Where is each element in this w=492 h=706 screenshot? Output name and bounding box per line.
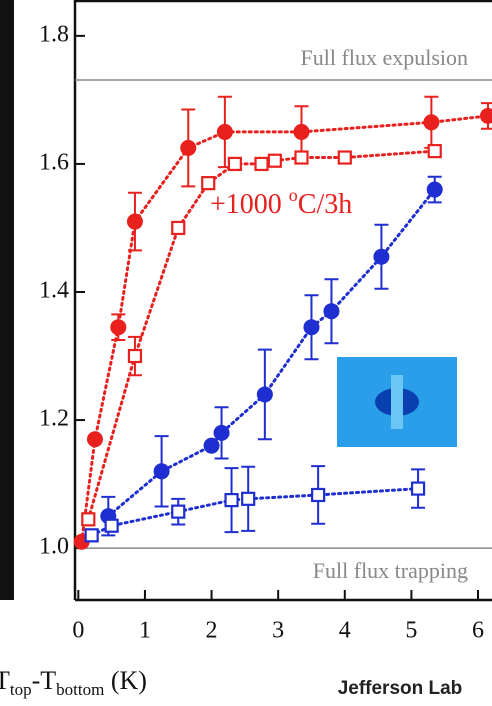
x-tick-label: 6 [472,618,484,644]
point [311,487,326,503]
x-tick-label: 5 [405,618,417,644]
annotation-part: o [289,185,298,205]
inset-image [337,357,457,447]
point [267,153,282,168]
point [294,150,309,165]
point [293,123,310,140]
y-tick-label: 1.8 [39,21,69,47]
point [410,481,426,496]
logo: Jefferson Lab [338,678,463,699]
x-tick-label: 4 [339,618,351,644]
adjacent-panel-edge [0,0,14,600]
y-tick-label: 1.0 [39,534,69,560]
annotation: +1000 oC/3h [210,185,352,220]
x-axis-label-part: T [0,666,10,695]
annotation-part: C/3h [298,189,352,220]
point [303,319,320,336]
point [254,156,269,172]
x-tick-label: 0 [72,618,84,644]
point [126,213,143,230]
point [127,348,143,364]
point [203,437,220,454]
y-tick-label: 1.4 [39,277,69,303]
point [171,504,186,519]
point [171,220,186,236]
reference-label: Full flux trapping [313,558,468,583]
x-tick-label: 1 [139,618,151,644]
annotation-part: +1000 [210,189,289,220]
point [480,107,492,124]
point [216,123,233,140]
x-axis-label-part: top [10,680,32,699]
point [427,144,442,159]
point [423,114,440,131]
point [110,319,127,336]
point [241,491,256,506]
point [426,181,443,198]
point [86,431,103,448]
point [84,528,99,543]
point [256,386,273,403]
point [373,248,390,265]
point [227,156,242,172]
point [201,176,216,191]
x-axis-label-part: (K) [104,666,147,695]
y-tick-label: 1.2 [39,406,69,432]
series-line [86,149,437,521]
reference-label: Full flux expulsion [301,45,468,70]
point [104,518,119,533]
y-tick-label: 1.6 [39,149,69,175]
x-axis-label-part: -T [32,666,57,695]
point [153,463,170,480]
point [323,303,340,320]
x-axis-label-part: bottom [56,680,104,699]
inset-sample [391,375,403,429]
x-tick-label: 3 [272,618,284,644]
point [337,150,352,165]
x-tick-label: 2 [206,618,218,644]
point [213,424,230,441]
x-axis-label: Ttop-Tbottom (K) [0,666,147,699]
point [180,139,197,156]
point [81,512,96,527]
point [224,493,239,508]
